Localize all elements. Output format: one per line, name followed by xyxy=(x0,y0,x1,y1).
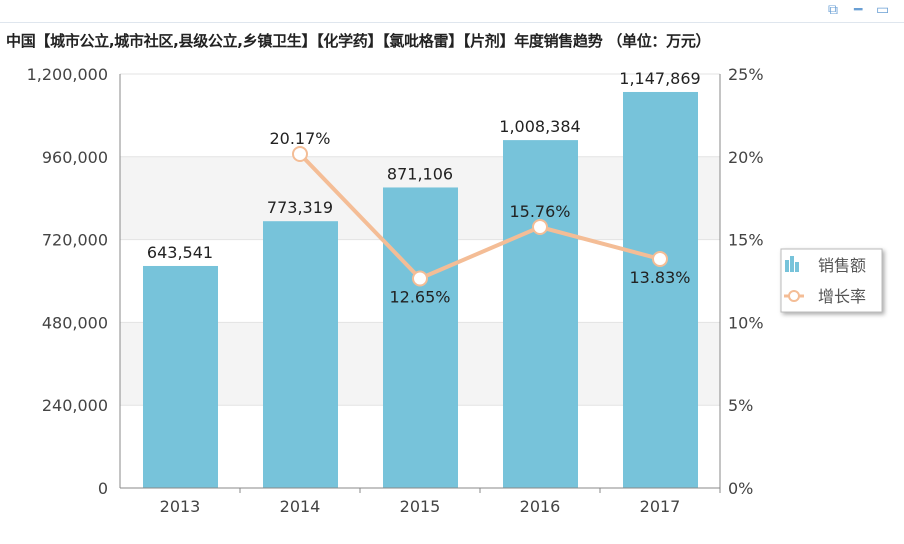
legend-bar-icon xyxy=(795,262,799,272)
x-tick-label: 2016 xyxy=(520,497,561,516)
bar-data-label: 871,106 xyxy=(387,164,453,183)
y2-tick-label: 0% xyxy=(728,479,753,498)
line-data-label: 20.17% xyxy=(269,129,330,148)
legend-line-icon xyxy=(788,290,800,302)
line-data-label: 12.65% xyxy=(389,288,450,307)
y-tick-label: 960,000 xyxy=(42,148,108,167)
bar-data-label: 1,147,869 xyxy=(619,69,700,88)
x-tick-label: 2013 xyxy=(160,497,201,516)
bar-data-label: 1,008,384 xyxy=(499,117,580,136)
bar xyxy=(143,265,218,488)
bar xyxy=(383,187,458,488)
y2-tick-label: 20% xyxy=(728,148,764,167)
x-tick-label: 2015 xyxy=(400,497,441,516)
bar xyxy=(503,140,578,488)
minimize-icon[interactable]: ━ xyxy=(854,2,863,18)
export-icon[interactable]: ⧉ xyxy=(828,2,838,18)
y2-tick-label: 5% xyxy=(728,396,753,415)
growth-point xyxy=(292,145,308,162)
y2-tick-label: 10% xyxy=(728,313,764,332)
growth-point xyxy=(412,270,428,287)
chart-title: 中国【城市公立,城市社区,县级公立,乡镇卫生】【化学药】【氯吡格雷】【片剂】年度… xyxy=(6,32,711,50)
legend-bar-icon xyxy=(790,256,794,272)
line-data-label: 13.83% xyxy=(629,268,690,287)
legend-bar-icon xyxy=(785,260,789,272)
bar xyxy=(263,221,338,488)
x-tick-label: 2017 xyxy=(640,497,681,516)
y-tick-label: 240,000 xyxy=(42,396,108,415)
x-tick-label: 2014 xyxy=(280,497,321,516)
y-tick-label: 1,200,000 xyxy=(27,65,108,84)
y2-tick-label: 25% xyxy=(728,65,764,84)
bar xyxy=(623,91,698,488)
y-tick-label: 720,000 xyxy=(42,231,108,250)
bar-data-label: 643,541 xyxy=(147,243,213,262)
growth-point xyxy=(532,219,548,236)
maximize-icon[interactable]: ▭ xyxy=(876,2,890,18)
legend-label: 销售额 xyxy=(818,256,866,275)
growth-point xyxy=(652,250,668,267)
growth-line xyxy=(298,152,661,281)
line-data-label: 15.76% xyxy=(509,202,570,221)
y-tick-label: 480,000 xyxy=(42,313,108,332)
legend-label: 增长率 xyxy=(818,287,866,306)
bar-data-label: 773,319 xyxy=(267,198,333,217)
window-toolbar: ⧉ ━ ▭ xyxy=(0,0,904,23)
legend xyxy=(780,248,883,313)
y2-tick-label: 15% xyxy=(728,231,764,250)
y-tick-label: 0 xyxy=(98,479,108,498)
